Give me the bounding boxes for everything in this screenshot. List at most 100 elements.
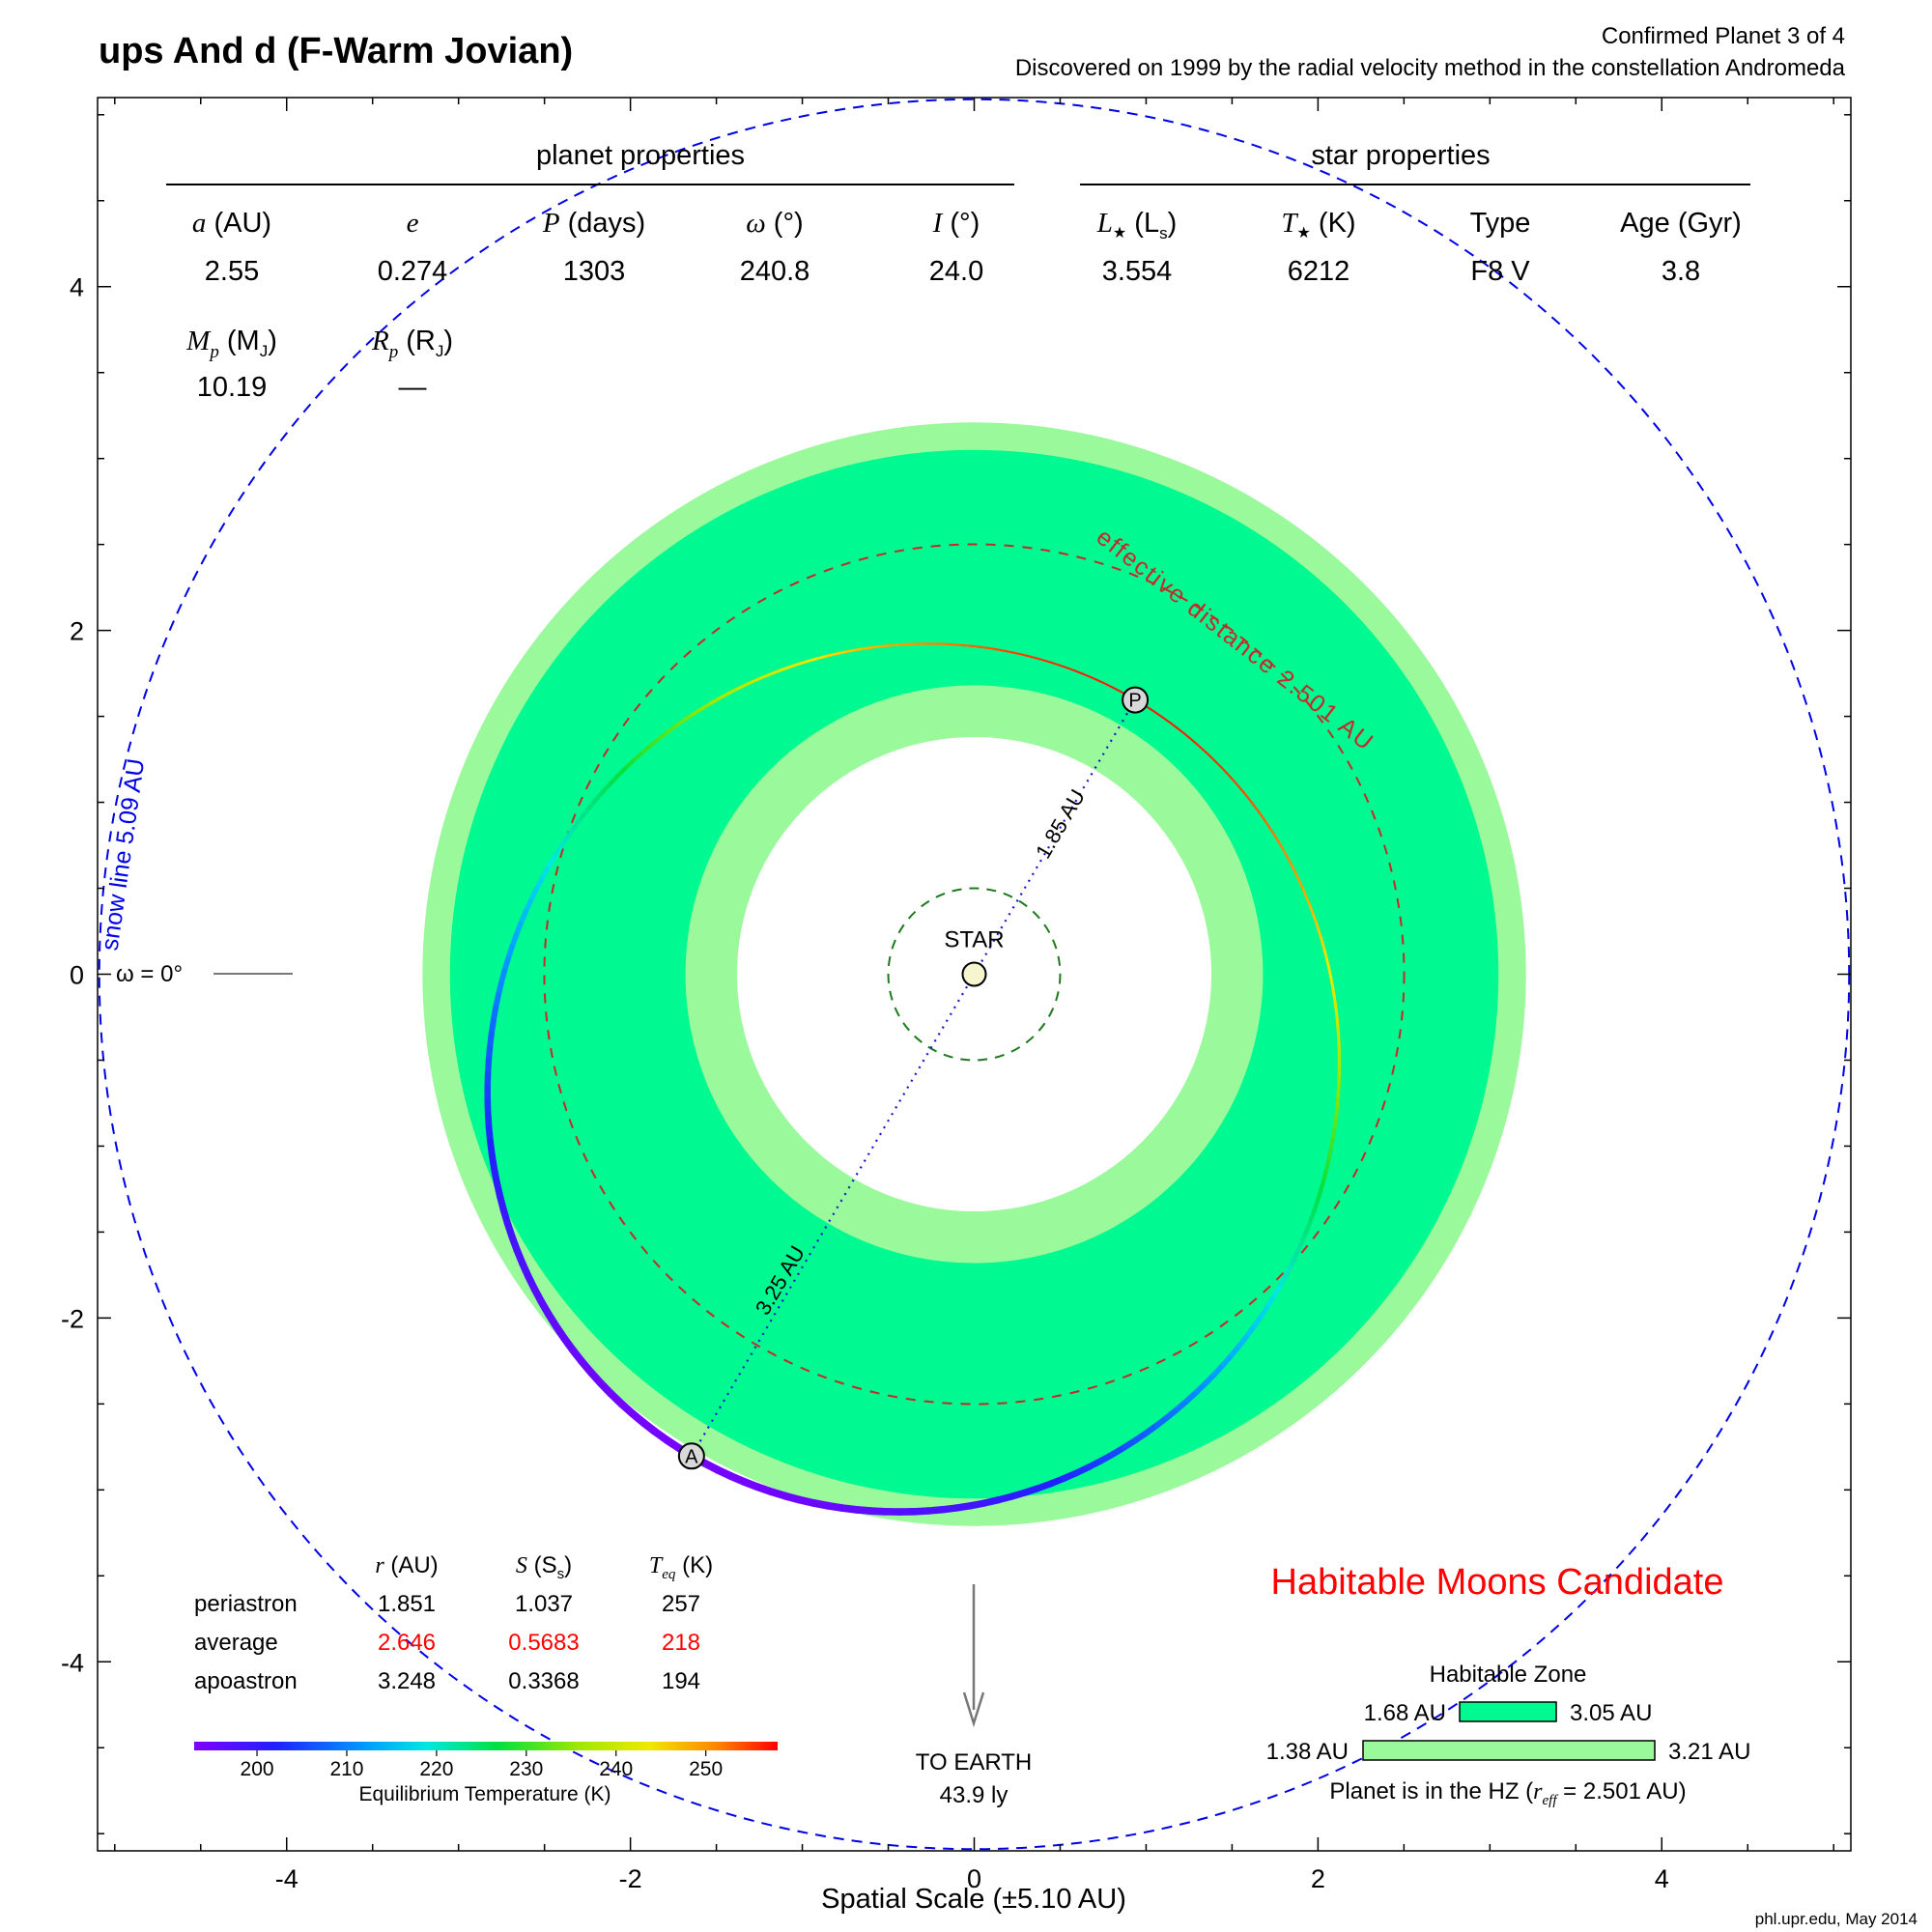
- earth-label: TO EARTH: [916, 1749, 1032, 1776]
- colorbar-tick-label: 240: [599, 1758, 633, 1780]
- planet-radius-value: —: [399, 372, 427, 403]
- hz-conservative-inner: 1.68 AU: [1364, 1700, 1446, 1726]
- orbit-segment: [1188, 737, 1198, 745]
- earth-distance: 43.9 ly: [940, 1782, 1009, 1808]
- orbit-segment: [1311, 912, 1318, 924]
- orbit-segment: [1026, 654, 1037, 660]
- orbit-segment: [1208, 753, 1216, 762]
- orbit-segment: [724, 688, 737, 696]
- eccentricity-label: e: [407, 208, 419, 239]
- planet-count: Confirmed Planet 3 of 4: [1602, 23, 1845, 49]
- orbit-segment: [1009, 650, 1020, 655]
- period-value: 1303: [563, 256, 626, 287]
- star-properties: star properties L★ (Ls) T★ (K) Type Age …: [1080, 140, 1750, 287]
- colorbar-tick-label: 220: [419, 1758, 453, 1780]
- orbit-segment: [1272, 833, 1280, 843]
- x-tick-label: -2: [619, 1864, 642, 1893]
- star-temperature-value: 6212: [1288, 256, 1350, 287]
- orbit-segment: [1315, 921, 1321, 933]
- orbit-segment: [1195, 742, 1204, 751]
- inclination-label: I (°): [932, 208, 980, 239]
- temperature-colorbar: 200 210 220 230 240 250 Equilibrium Temperatu…: [194, 1742, 778, 1805]
- orbit-segment: [1181, 731, 1191, 740]
- orbit-segment: [895, 642, 908, 646]
- orbit-segment: [1017, 652, 1029, 657]
- orbit-segment: [715, 693, 728, 701]
- orbit-segment: [760, 672, 773, 680]
- orbit-segment: [1155, 712, 1165, 720]
- orbit-segment: [975, 645, 986, 649]
- row-label: average: [194, 1630, 278, 1656]
- orbit-segment: [806, 657, 818, 664]
- table-header-teq: Teq (K): [649, 1552, 713, 1582]
- hz-conservative-bar: [1459, 1701, 1557, 1722]
- star-marker: [961, 961, 987, 987]
- star-age-value: 3.8: [1662, 256, 1700, 287]
- star-temperature-label: T★ (K): [1281, 208, 1355, 242]
- argument-periastron-value: 240.8: [740, 256, 810, 287]
- orbit-table-rows: periastron 1.851 1.037 257 average 2.646 0.568…: [194, 1591, 700, 1694]
- habitable-zone-legend: Habitable Zone 1.68 AU 3.05 AU 1.38 AU 3…: [1266, 1662, 1751, 1808]
- row-label: periastron: [194, 1591, 298, 1617]
- habitable-zone-rings: [422, 422, 1526, 1526]
- orbit-segment: [841, 649, 854, 654]
- orbit-segment: [1335, 1012, 1340, 1027]
- orbit-segment: [1336, 1023, 1341, 1037]
- star-type-value: F8 V: [1470, 256, 1530, 287]
- hz-conservative-ring: [449, 449, 1499, 1499]
- orbit-segment: [1073, 669, 1085, 675]
- orbit-segment: [878, 644, 891, 648]
- orbit-segment: [1297, 879, 1304, 891]
- orbit-segment: [1305, 895, 1312, 907]
- orbit-segment: [1333, 1003, 1339, 1017]
- table-header-s: S (Ss): [516, 1552, 572, 1582]
- inclination-value: 24.0: [929, 256, 983, 287]
- orbit-segment: [1058, 664, 1068, 669]
- orbit-segment: [966, 644, 978, 648]
- orbit-segment: [1050, 661, 1061, 667]
- orbit-segment: [1065, 667, 1076, 672]
- row-s-value: 1.037: [515, 1591, 573, 1617]
- orbit-segment: [1148, 707, 1158, 715]
- orbit-segment: [778, 666, 791, 672]
- orbit-segment: [957, 643, 970, 647]
- orbit-segment: [1090, 675, 1099, 682]
- orbit-segment: [814, 655, 827, 661]
- omega-zero-label: ω = 0°: [116, 961, 183, 987]
- orbit-segment: [1041, 659, 1053, 664]
- planet-radius-label: Rp (RJ): [371, 326, 453, 362]
- y-tick-labels: 4 2 0 -2 -4: [61, 273, 84, 1678]
- orbit-segment: [1219, 765, 1228, 775]
- planet-mass-label: Mp (MJ): [185, 326, 277, 362]
- table-header-r: r (AU): [375, 1552, 438, 1578]
- credit: phl.upr.edu, May 2014: [1755, 1910, 1918, 1928]
- orbit-segment: [860, 646, 872, 651]
- apoastron-marker-letter: A: [685, 1446, 698, 1467]
- y-tick-label: 4: [70, 273, 84, 302]
- plot-area: [98, 98, 1851, 1851]
- orbit-distance-table: r (AU) S (Ss) Teq (K) periastron 1.851 1.0…: [194, 1552, 713, 1694]
- orbit-segment: [1263, 818, 1270, 828]
- semi-major-axis-label: a (AU): [192, 208, 271, 239]
- luminosity-value: 3.554: [1102, 256, 1173, 287]
- star-age-label: Age (Gyr): [1620, 208, 1742, 239]
- row-s-value: 0.5683: [508, 1630, 579, 1656]
- orbit-segment: [1001, 649, 1012, 654]
- orbit-segment: [1162, 717, 1172, 724]
- x-axis-label: Spatial Scale (±5.10 AU): [821, 1884, 1126, 1915]
- hz-conservative-outer: 3.05 AU: [1570, 1700, 1652, 1726]
- orbit-segment: [1277, 839, 1285, 850]
- orbit-segment: [1169, 722, 1179, 729]
- orbit-segment: [1332, 994, 1338, 1008]
- eccentricity-value: 0.274: [378, 256, 448, 287]
- orbit-segment: [1329, 975, 1334, 988]
- colorbar-tick-label: 230: [509, 1758, 543, 1780]
- orbit-segment: [1327, 965, 1333, 979]
- orbit-segment: [1320, 938, 1326, 951]
- effective-distance-circle: [543, 543, 1406, 1406]
- orbit-segment: [1281, 847, 1289, 858]
- orbit-segment: [833, 650, 845, 656]
- orbit-segment: [1336, 1033, 1341, 1046]
